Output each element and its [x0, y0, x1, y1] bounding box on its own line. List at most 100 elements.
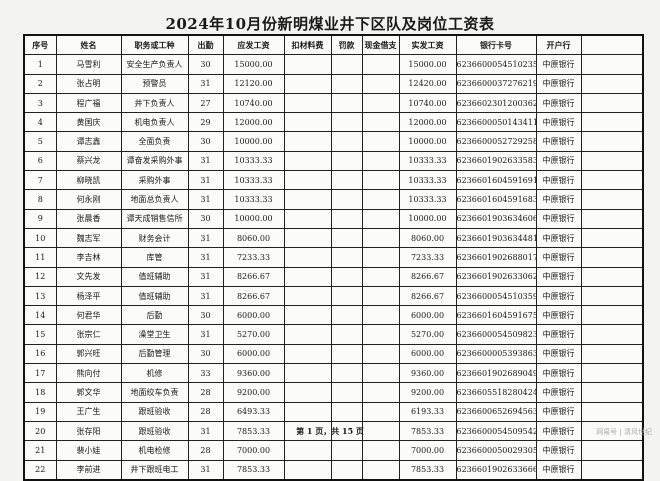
table-cell [580, 247, 644, 268]
table-cell [361, 112, 400, 133]
table-cell: 3 [23, 92, 57, 114]
table-cell: 9360.00 [398, 363, 457, 384]
table-cell [283, 73, 332, 94]
table-cell: 7000.00 [398, 440, 457, 461]
table-cell: 中原银行 [535, 131, 582, 152]
table-cell: 10740.00 [222, 92, 285, 114]
table-cell [361, 266, 400, 287]
table-cell: 谭志鑫 [55, 131, 122, 152]
table-cell [330, 54, 363, 75]
table-cell [283, 150, 332, 172]
table-cell [361, 363, 400, 384]
table-cell: 31 [187, 247, 224, 268]
table-cell: 中原银行 [535, 247, 582, 268]
table-cell: 6236601902633583 [455, 150, 537, 172]
table-cell: 15000.00 [222, 54, 285, 75]
table-row: 10 魏志军 财务会计 31 8060.00 8060.00 623660190363448… [23, 227, 644, 249]
table-cell [580, 266, 644, 287]
table-cell: 中原银行 [535, 170, 582, 191]
table-cell: 6236601604591691 [455, 170, 537, 191]
table-cell: 5270.00 [222, 324, 285, 345]
table-cell: 裴小娃 [55, 440, 122, 461]
table-cell: 6236600037276219 [455, 73, 537, 94]
column-header: 出勤 [187, 34, 224, 56]
table-cell: 6236601903634606 [455, 208, 537, 229]
table-cell: 31 [187, 459, 224, 481]
table-cell [283, 343, 332, 365]
table-cell [330, 382, 363, 403]
table-cell: 后勤管理 [120, 343, 189, 365]
table-cell [283, 440, 332, 461]
table-cell: 9200.00 [222, 382, 285, 403]
table-row: 13 杨泽平 值班辅助 31 8266.67 8266.67 623660005451035… [23, 285, 644, 307]
table-cell [283, 459, 332, 481]
table-row: 2 张占明 预警员 31 12120.00 12420.00 623660003727621… [23, 73, 644, 94]
table-cell [283, 266, 332, 287]
table-row: 19 王广生 跟班验收 28 6493.33 6193.33 623660065269456… [23, 401, 644, 422]
table-cell [330, 112, 363, 133]
table-cell: 全面负责 [120, 131, 189, 152]
table-cell: 中原银行 [535, 440, 582, 461]
table-cell [361, 150, 400, 172]
table-cell: 6236601902689049 [455, 363, 537, 384]
table-cell: 蔡兴龙 [55, 150, 122, 172]
table-cell [283, 131, 332, 152]
table-cell: 李吉林 [55, 247, 122, 268]
table-cell [330, 189, 363, 210]
table-cell [283, 227, 332, 249]
table-cell: 31 [187, 170, 224, 191]
table-cell: 6000.00 [222, 343, 285, 365]
table-cell: 文先发 [55, 266, 122, 287]
table-cell: 采购外事 [120, 170, 189, 191]
table-cell [283, 305, 332, 326]
table-row: 8 何永刚 地面总负责人 31 10333.33 10333.33 623660160459… [23, 189, 644, 210]
table-cell [283, 401, 332, 422]
table-cell [580, 92, 644, 114]
table-cell: 8060.00 [398, 227, 457, 249]
table-cell: 张晨香 [55, 208, 122, 229]
table-cell: 谭天成销售信所 [120, 208, 189, 229]
table-cell: 张宗仁 [55, 324, 122, 345]
table-cell: 6236601604591683 [455, 189, 537, 210]
table-cell: 10 [23, 227, 57, 249]
table-cell: 机电检修 [120, 440, 189, 461]
table-cell [361, 247, 400, 268]
table-cell [580, 189, 644, 210]
table-cell [580, 305, 644, 326]
table-cell [330, 324, 363, 345]
table-cell: 中原银行 [535, 73, 582, 94]
table-cell [361, 170, 400, 191]
column-header: 姓名 [55, 34, 122, 56]
table-cell: 6236602301200362 [455, 92, 537, 114]
table-cell: 5 [23, 131, 57, 152]
table-row: 21 裴小娃 机电检修 28 7000.00 7000.00 623660005002930… [23, 440, 644, 461]
table-cell: 31 [187, 189, 224, 210]
column-header: 实发工资 [398, 34, 457, 56]
table-cell: 6000.00 [222, 305, 285, 326]
table-row: 5 谭志鑫 全面负责 30 10000.00 10000.00 62366000527292… [23, 131, 644, 152]
column-header: 序号 [23, 34, 57, 56]
table-cell: 22 [23, 459, 57, 481]
table-cell [330, 285, 363, 307]
table-cell: 7 [23, 170, 57, 191]
table-cell [580, 343, 644, 365]
table-cell: 6236600054510359 [455, 285, 537, 307]
table-cell: 澡堂卫生 [120, 324, 189, 345]
table-cell: 30 [187, 343, 224, 365]
table-cell: 井下负责人 [120, 92, 189, 114]
table-cell [330, 208, 363, 229]
table-cell: 30 [187, 208, 224, 229]
table-cell [580, 131, 644, 152]
table-row: 6 蔡兴龙 谭奋发采购外事 31 10333.33 10333.33 62366019026… [23, 150, 644, 172]
table-cell [330, 459, 363, 481]
table-cell: 中原银行 [535, 227, 582, 249]
table-cell: 4 [23, 112, 57, 133]
table-cell [580, 401, 644, 422]
table-cell: 何君华 [55, 305, 122, 326]
table-cell: 郭文华 [55, 382, 122, 403]
table-cell: 15 [23, 324, 57, 345]
table-cell [330, 170, 363, 191]
table-cell: 6236601604591675 [455, 305, 537, 326]
table-cell: 中原银行 [535, 92, 582, 114]
table-cell: 机电负责人 [120, 112, 189, 133]
